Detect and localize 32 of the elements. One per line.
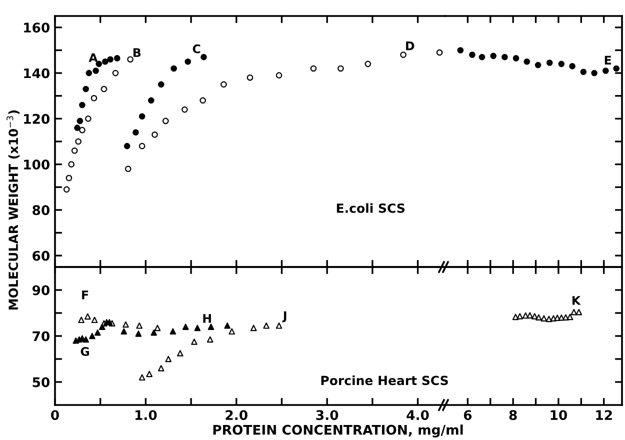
annotation: E: [604, 56, 612, 64]
x-tick-label: 8: [509, 410, 517, 420]
x-tick-label: 4.0: [406, 410, 429, 420]
y-tick-label: 70: [32, 331, 50, 342]
y-tick-label: 100: [24, 160, 50, 170]
x-tick-label: 0: [51, 410, 59, 420]
y-axis-title: MOLECULAR WEIGHT (x10$^{−3}$): [6, 110, 20, 310]
x-tick-label: 2.0: [226, 410, 248, 420]
y-tick-label: 90: [32, 285, 50, 296]
annotation: E.coli SCS: [336, 203, 405, 213]
y-tick-label: 120: [24, 114, 50, 124]
annotation: D: [406, 42, 414, 50]
y-tick-label: 50: [32, 377, 50, 388]
y-tick-label: 80: [32, 205, 50, 216]
y-tick-label: 160: [24, 22, 50, 33]
annotation: B: [133, 48, 141, 57]
annotation: K: [572, 296, 581, 305]
annotation: A: [88, 53, 98, 62]
annotation: Porcine Heart SCS: [321, 375, 448, 386]
x-tick-label: 1.0: [136, 410, 157, 420]
annotation: G: [80, 347, 90, 356]
annotation: F: [82, 290, 88, 300]
x-tick-label: 3.0: [316, 410, 338, 420]
x-tick-label: 10: [550, 410, 568, 420]
annotation: H: [203, 314, 211, 323]
y-tick-label: 60: [32, 250, 50, 261]
annotation: J: [282, 311, 286, 322]
x-tick-label: 12: [596, 410, 612, 420]
x-axis-title: PROTEIN CONCENTRATION, mg/ml: [213, 424, 463, 438]
y-tick-label: 140: [24, 68, 50, 78]
x-tick-label: 6: [464, 410, 472, 420]
annotation: C: [192, 44, 200, 54]
